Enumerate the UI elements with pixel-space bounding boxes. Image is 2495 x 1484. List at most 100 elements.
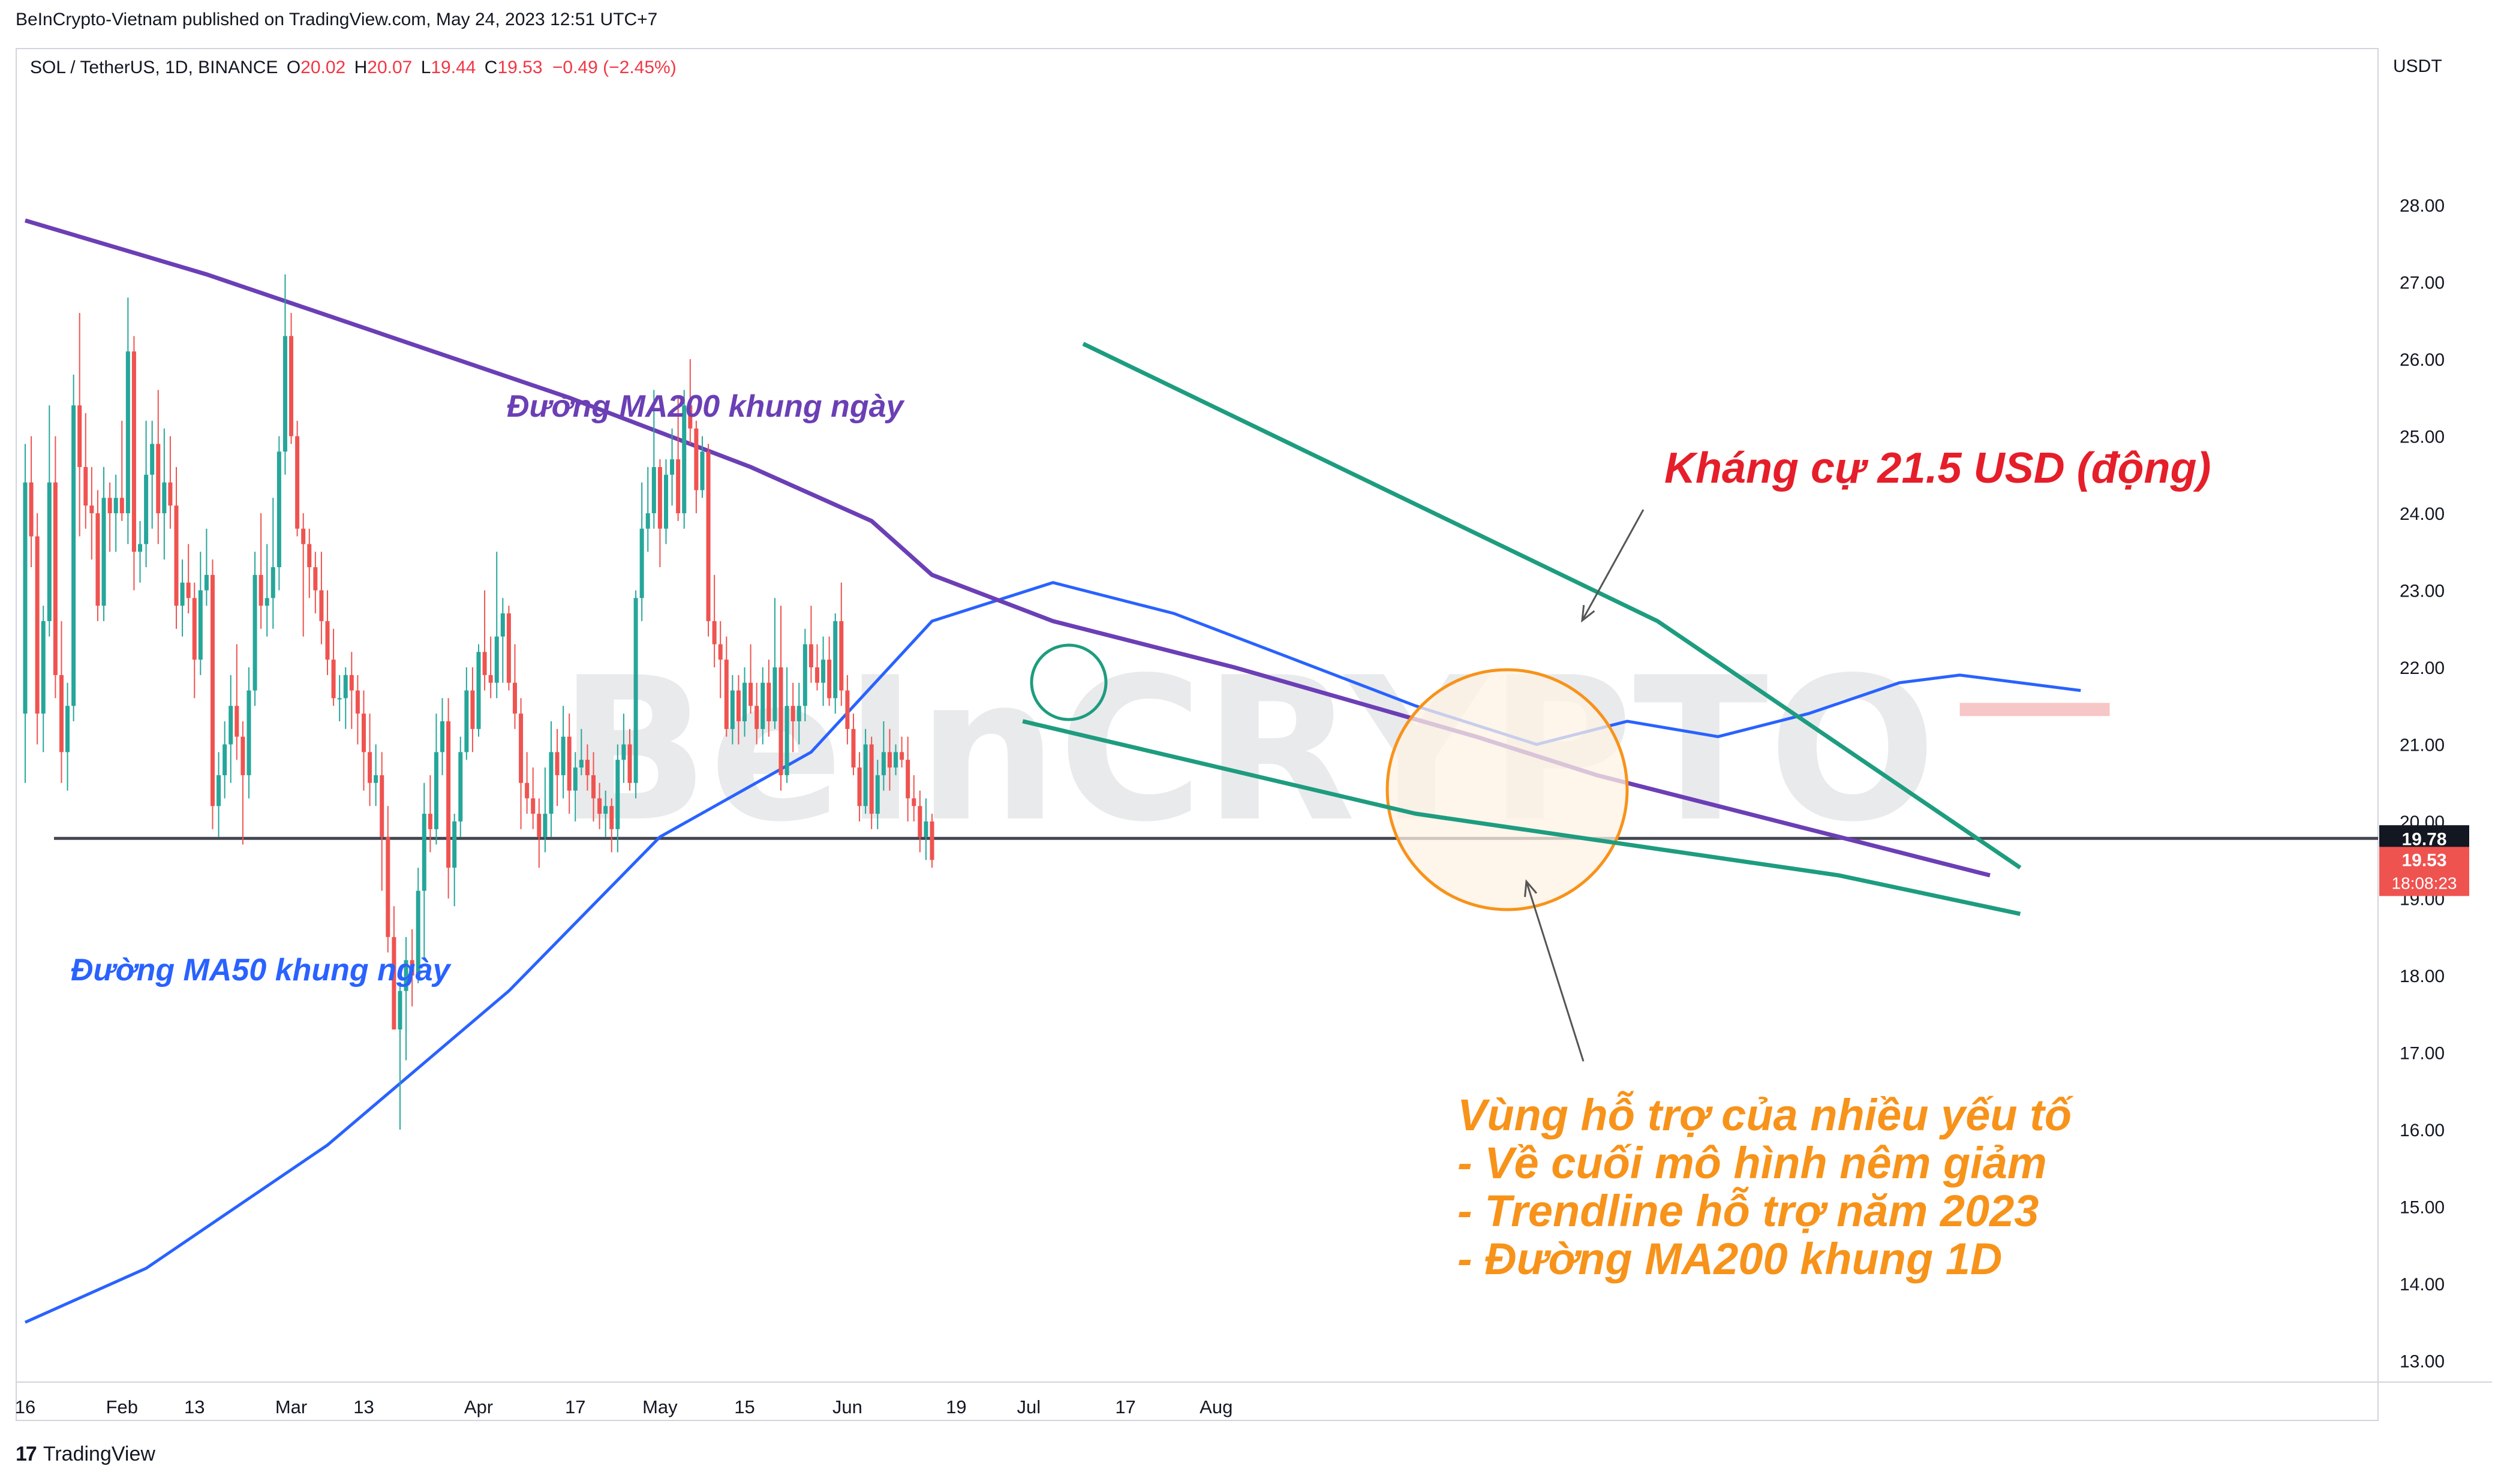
candle-body — [95, 513, 100, 606]
candle-body — [627, 744, 632, 783]
candle-body — [827, 660, 832, 699]
wedge-lower-trendline — [1022, 719, 2021, 916]
candle-body — [651, 466, 656, 513]
candle-body — [912, 798, 916, 806]
candle-body — [101, 498, 106, 606]
candle-body — [676, 459, 681, 513]
countdown-text: 18:08:23 — [2392, 874, 2457, 892]
resistance-zone — [1959, 703, 2110, 717]
candle-body — [930, 821, 934, 860]
candle-body — [35, 536, 40, 714]
symbol-label[interactable]: SOL / TetherUS, 1D, BINANCE — [30, 58, 278, 77]
candle-body — [464, 690, 469, 752]
candle-body — [615, 760, 620, 829]
candle-body — [906, 760, 910, 799]
candle-body — [138, 544, 143, 552]
candle-body — [718, 644, 723, 660]
candle-body — [210, 574, 215, 806]
support-arrow-head — [1524, 879, 1538, 898]
candle-body — [392, 937, 396, 1030]
candle-body — [89, 505, 94, 513]
candle-body — [748, 682, 753, 706]
candle-body — [519, 714, 524, 783]
candle-body — [119, 498, 124, 513]
candle-body — [361, 714, 366, 752]
candle-body — [766, 682, 771, 721]
change-value: −0.49 (−2.45%) — [552, 58, 677, 77]
candle-body — [585, 760, 590, 775]
annotations-layer: Đường MA200 khung ngày Đường MA50 khung … — [71, 389, 2211, 1284]
candle-body — [543, 814, 548, 837]
support-label-line-4: - Đường MA200 khung 1D — [1457, 1234, 2002, 1284]
candle-body — [125, 351, 130, 513]
candle-body — [325, 621, 330, 660]
candle-body — [198, 590, 203, 660]
candle-body — [645, 513, 650, 529]
candle-body — [494, 636, 499, 683]
currency-label[interactable]: USDT — [2393, 56, 2442, 76]
candle-body — [186, 582, 191, 598]
candle-body — [743, 682, 747, 721]
price-tick-label: 16.00 — [2400, 1121, 2445, 1140]
candle-body — [881, 752, 886, 775]
candle-body — [71, 405, 76, 706]
time-tick-label: Jul — [1017, 1396, 1041, 1417]
indicator-layer — [24, 218, 2378, 1324]
candle-body — [796, 706, 801, 721]
price-tick-label: 21.00 — [2400, 736, 2445, 755]
candle-body — [700, 451, 705, 490]
candle-body — [814, 667, 819, 683]
candle-body — [331, 660, 336, 699]
candle-body — [150, 444, 155, 475]
support-arrow — [1525, 881, 1585, 1062]
support-label-line-2: - Về cuối mô hình nêm giảm — [1457, 1138, 2047, 1188]
candle-body — [591, 775, 596, 799]
candle-body — [561, 736, 566, 775]
candle-body — [736, 690, 741, 721]
candle-body — [724, 660, 729, 729]
price-tick-label: 18.00 — [2400, 967, 2445, 986]
candle-body — [428, 814, 432, 829]
open-label: O — [286, 58, 301, 77]
candle-body — [83, 466, 88, 506]
candle-body — [252, 574, 257, 691]
candle-body — [416, 890, 420, 976]
candle-body — [784, 706, 789, 775]
candle-body — [204, 574, 209, 591]
price-tick-label: 25.00 — [2400, 428, 2445, 447]
candle-body — [688, 405, 693, 429]
candle-body — [772, 667, 777, 721]
time-tick-label: Feb — [106, 1396, 138, 1417]
candle-body — [808, 644, 813, 667]
candle-body — [875, 775, 880, 814]
ma200-label: Đường MA200 khung ngày — [507, 389, 906, 424]
candle-body — [144, 474, 149, 544]
candle-body — [289, 336, 294, 437]
candle-body — [229, 706, 233, 745]
candle-body — [174, 505, 179, 606]
price-tick-label: 17.00 — [2400, 1044, 2445, 1064]
candle-body — [706, 451, 711, 621]
candle-body — [639, 528, 644, 598]
candle-body — [422, 814, 426, 891]
candle-body — [404, 960, 408, 991]
candle-body — [410, 960, 414, 976]
tradingview-logo[interactable]: 17 TradingView — [16, 1443, 155, 1466]
candle-body — [168, 482, 173, 506]
candle-body — [894, 752, 898, 768]
support-label-line-3: - Trendline hỗ trợ năm 2023 — [1457, 1186, 2039, 1236]
crossover-circle — [1030, 643, 1108, 721]
price-tick-label: 23.00 — [2400, 582, 2445, 601]
candle-body — [621, 744, 626, 760]
support-zone-circle — [1385, 668, 1629, 911]
price-axis[interactable]: 13.0014.0015.0016.0017.0018.0019.0020.00… — [2377, 49, 2445, 1382]
price-tick-label: 22.00 — [2400, 658, 2445, 678]
candles-layer — [23, 274, 934, 1130]
candle-body — [440, 721, 445, 752]
time-axis[interactable]: 16 Feb 13 Mar 13 Apr 17 May 15 Jun 19 Jul 17 Aug — [15, 1381, 2492, 1417]
price-tick-label: 26.00 — [2400, 350, 2445, 370]
candle-body — [506, 613, 511, 683]
candle-body — [29, 482, 34, 537]
candle-body — [368, 752, 372, 783]
